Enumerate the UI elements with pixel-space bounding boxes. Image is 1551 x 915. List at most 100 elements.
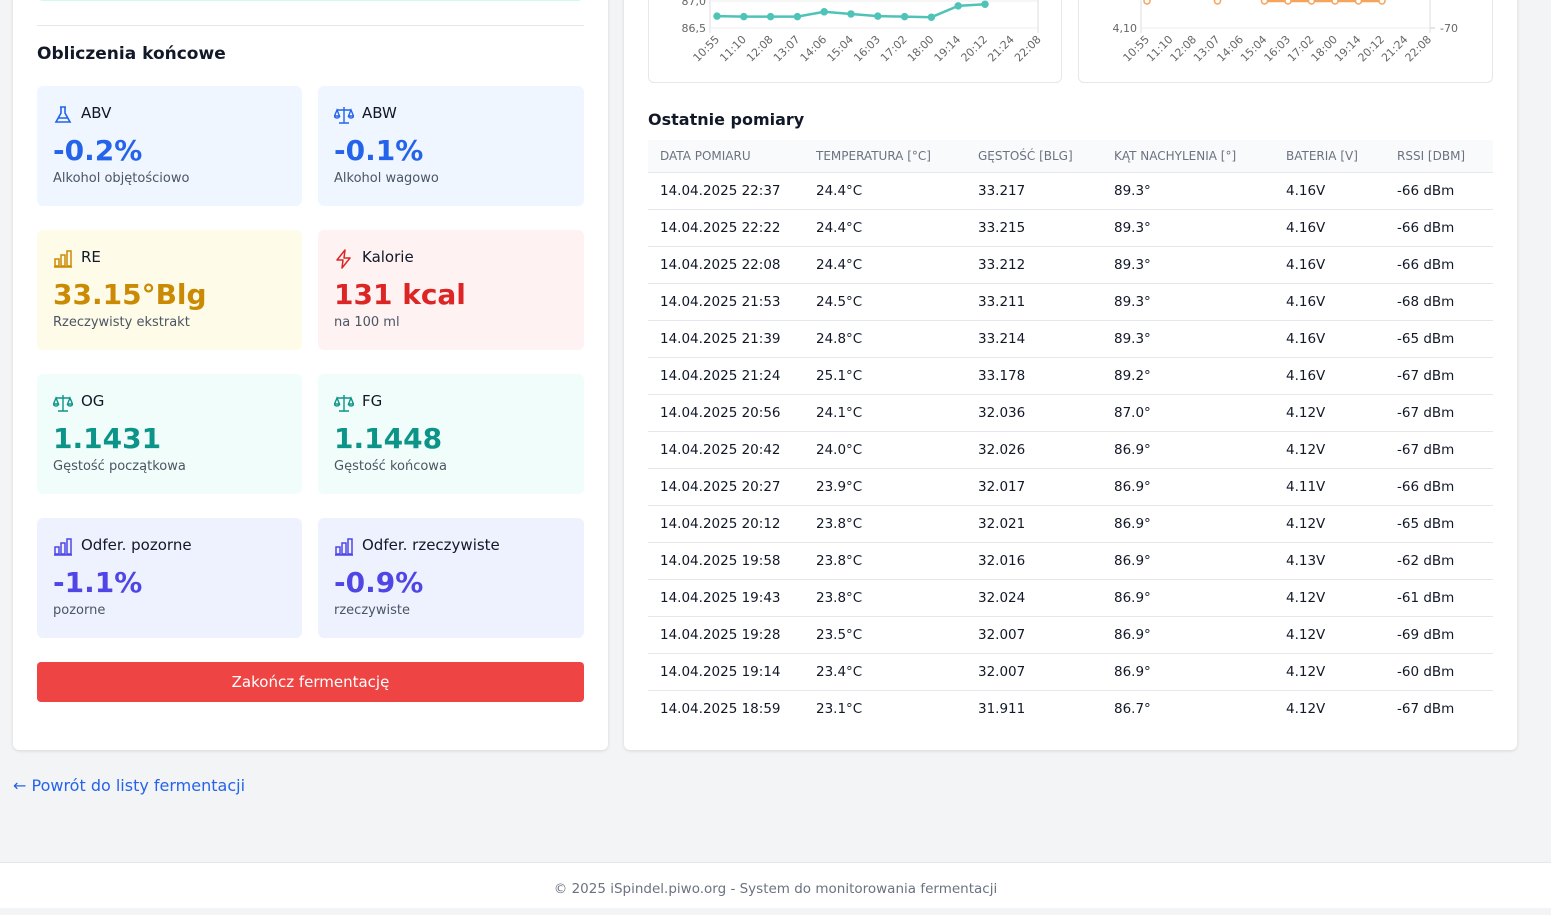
- table-cell: 14.04.2025 19:14: [660, 664, 781, 680]
- table-cell: 14.04.2025 20:42: [660, 442, 781, 458]
- charts: 86,5 87,0 10:5511:1012:0813:0714:0615:0416…: [682, 0, 1458, 65]
- x-tick-label: 12:08: [744, 33, 776, 65]
- table-cell: 89.3°: [1114, 331, 1151, 347]
- table-cell: 32.024: [978, 590, 1026, 606]
- divider: [37, 25, 584, 26]
- summary-card: Odfer. pozorne -1.1% pozorne: [37, 518, 302, 638]
- table-cell: -61 dBm: [1397, 590, 1455, 606]
- card-desc: Gęstość początkowa: [53, 459, 186, 474]
- table-cell: 86.9°: [1114, 590, 1151, 606]
- table-cell: 14.04.2025 19:28: [660, 627, 781, 643]
- table-row: 14.04.2025 19:43 23.8°C 32.024 86.9° 4.12V -6…: [648, 580, 1493, 617]
- x-tick-label: 17:02: [878, 33, 910, 65]
- table-row: 14.04.2025 18:59 23.1°C 31.911 86.7° 4.12V -6…: [648, 691, 1493, 727]
- table-cell: 86.9°: [1114, 627, 1151, 643]
- table-cell: 14.04.2025 22:08: [660, 257, 781, 273]
- card-label: Odfer. rzeczywiste: [362, 536, 500, 554]
- card-value: -0.9%: [334, 566, 424, 599]
- table-cell: 14.04.2025 19:43: [660, 590, 781, 606]
- table-cell: 23.4°C: [816, 664, 863, 680]
- data-point: [1260, 0, 1269, 5]
- table-cell: 31.911: [978, 701, 1026, 717]
- table-cell: 32.016: [978, 553, 1026, 569]
- card-label: ABW: [362, 104, 397, 122]
- table-cell: 23.8°C: [816, 553, 863, 569]
- table-cell: 24.4°C: [816, 183, 863, 199]
- table-cell: 14.04.2025 22:22: [660, 220, 781, 236]
- table-row: 14.04.2025 19:58 23.8°C 32.016 86.9° 4.13V -6…: [648, 543, 1493, 580]
- table-header-cell: KĄT NACHYLENIA [°]: [1114, 149, 1237, 163]
- table-row: 14.04.2025 21:39 24.8°C 33.214 89.3° 4.16V -6…: [648, 321, 1493, 358]
- card-icon: [54, 250, 72, 268]
- table-cell: 14.04.2025 20:56: [660, 405, 781, 421]
- summary-card: RE 33.15°Blg Rzeczywisty ekstrakt: [37, 230, 302, 350]
- x-tick-label: 20:12: [959, 33, 991, 65]
- x-tick-label: 16:03: [851, 33, 883, 65]
- table-cell: 24.8°C: [816, 331, 863, 347]
- measurements-panel: Ostatnie pomiary DATA POMIARU TEMPERATURA…: [624, 0, 1517, 750]
- table-cell: 89.3°: [1114, 294, 1151, 310]
- table-cell: 24.4°C: [816, 257, 863, 273]
- table-cell: -67 dBm: [1397, 405, 1455, 421]
- card-label: OG: [81, 392, 105, 410]
- data-point: [981, 0, 989, 8]
- table-cell: 86.9°: [1114, 516, 1151, 532]
- table-cell: -67 dBm: [1397, 701, 1455, 717]
- card-icon: [336, 249, 351, 269]
- table-cell: 33.217: [978, 183, 1026, 199]
- table-cell: 14.04.2025 18:59: [660, 701, 781, 717]
- card-desc: rzeczywiste: [334, 603, 410, 618]
- x-tick-label: 19:14: [932, 33, 964, 65]
- y2-tick-label: -70: [1440, 22, 1458, 35]
- table-cell: 4.12V: [1286, 664, 1326, 680]
- table-cell: 23.8°C: [816, 590, 863, 606]
- table-cell: 86.9°: [1114, 442, 1151, 458]
- table-cell: 4.16V: [1286, 331, 1326, 347]
- card-label: RE: [81, 248, 101, 266]
- x-tick-label: 11:10: [717, 33, 749, 65]
- table-row: 14.04.2025 19:28 23.5°C 32.007 86.9° 4.12V -6…: [648, 617, 1493, 654]
- table-cell: 32.007: [978, 627, 1026, 643]
- table-cell: 89.2°: [1114, 368, 1151, 384]
- card-label: Odfer. pozorne: [81, 536, 192, 554]
- table-cell: -66 dBm: [1397, 479, 1455, 495]
- table-cell: 14.04.2025 21:53: [660, 294, 781, 310]
- data-point: [1331, 0, 1339, 5]
- table-cell: 14.04.2025 20:12: [660, 516, 781, 532]
- table-cell: 23.8°C: [816, 516, 863, 532]
- data-point: [713, 12, 721, 20]
- y-tick-label: 86,5: [682, 22, 707, 35]
- table-cell: 4.16V: [1286, 257, 1326, 273]
- data-point: [740, 12, 748, 21]
- card-desc: Alkohol objętościowo: [53, 171, 190, 186]
- table-cell: 87.0°: [1114, 405, 1151, 421]
- table-row: 14.04.2025 20:56 24.1°C 32.036 87.0° 4.12V -6…: [648, 395, 1493, 432]
- table-cell: 86.7°: [1114, 701, 1151, 717]
- table-cell: 33.178: [978, 368, 1026, 384]
- table-cell: 32.021: [978, 516, 1026, 532]
- table-cell: 33.215: [978, 220, 1026, 236]
- x-tick-label: 22:08: [1012, 33, 1044, 65]
- x-tick-label: 21:24: [985, 33, 1017, 65]
- card-icon: [335, 538, 353, 556]
- summary-panel: Obliczenia końcowe ABV -0.2% Alkohol objęt…: [13, 0, 608, 750]
- table-cell: 4.11V: [1286, 479, 1326, 495]
- table-cell: 33.211: [978, 294, 1026, 310]
- table-cell: 4.12V: [1286, 590, 1326, 606]
- card-icon: [53, 395, 73, 412]
- data-point: [847, 10, 855, 18]
- table-cell: -65 dBm: [1397, 331, 1455, 347]
- data-point: [900, 12, 909, 21]
- x-tick-label: 15:04: [825, 33, 857, 65]
- data-point: [874, 12, 882, 20]
- table-cell: 25.1°C: [816, 368, 863, 384]
- table-cell: 4.16V: [1286, 220, 1326, 236]
- table-title: Ostatnie pomiary: [648, 110, 805, 129]
- finish-button[interactable]: Zakończ fermentację: [37, 662, 584, 702]
- data-point: [1143, 0, 1151, 5]
- card-desc: Gęstość końcowa: [334, 459, 447, 474]
- summary-card: Kalorie 131 kcal na 100 ml: [318, 230, 584, 350]
- table-row: 14.04.2025 19:14 23.4°C 32.007 86.9° 4.12V -6…: [648, 654, 1493, 691]
- card-desc: pozorne: [53, 603, 106, 618]
- back-link[interactable]: ← Powrót do listy fermentacji: [13, 776, 246, 795]
